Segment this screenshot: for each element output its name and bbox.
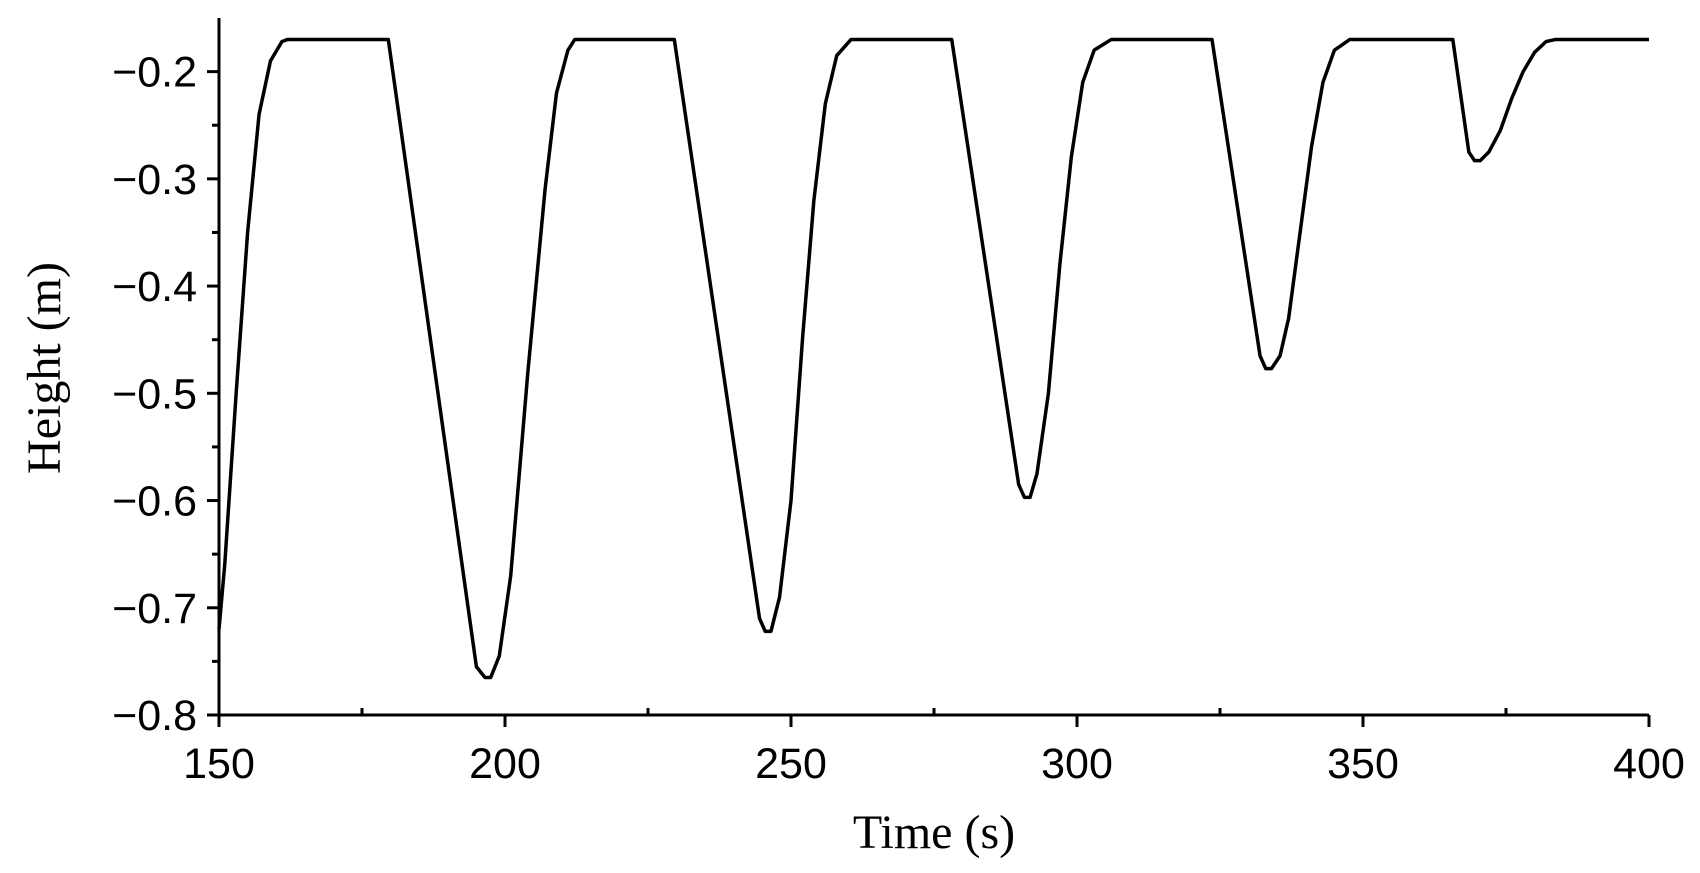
- data-line: [217, 37, 1649, 680]
- y-tick-label: −0.2: [112, 49, 197, 97]
- y-axis-title: Height (m): [18, 262, 71, 474]
- x-tick-label: 150: [183, 740, 255, 788]
- y-tick-label: −0.3: [112, 156, 197, 204]
- y-tick-label: −0.8: [112, 692, 197, 740]
- x-tick-label: 350: [1327, 740, 1399, 788]
- x-axis-title: Time (s): [853, 806, 1015, 859]
- y-tick-label: −0.7: [112, 585, 197, 633]
- y-tick-label: −0.6: [112, 478, 197, 526]
- x-tick-label: 300: [1041, 740, 1113, 788]
- y-tick-label: −0.4: [112, 263, 197, 311]
- x-tick-label: 200: [469, 740, 541, 788]
- y-tick-label: −0.5: [112, 370, 197, 418]
- x-tick-label: 250: [755, 740, 827, 788]
- x-tick-label: 400: [1613, 740, 1685, 788]
